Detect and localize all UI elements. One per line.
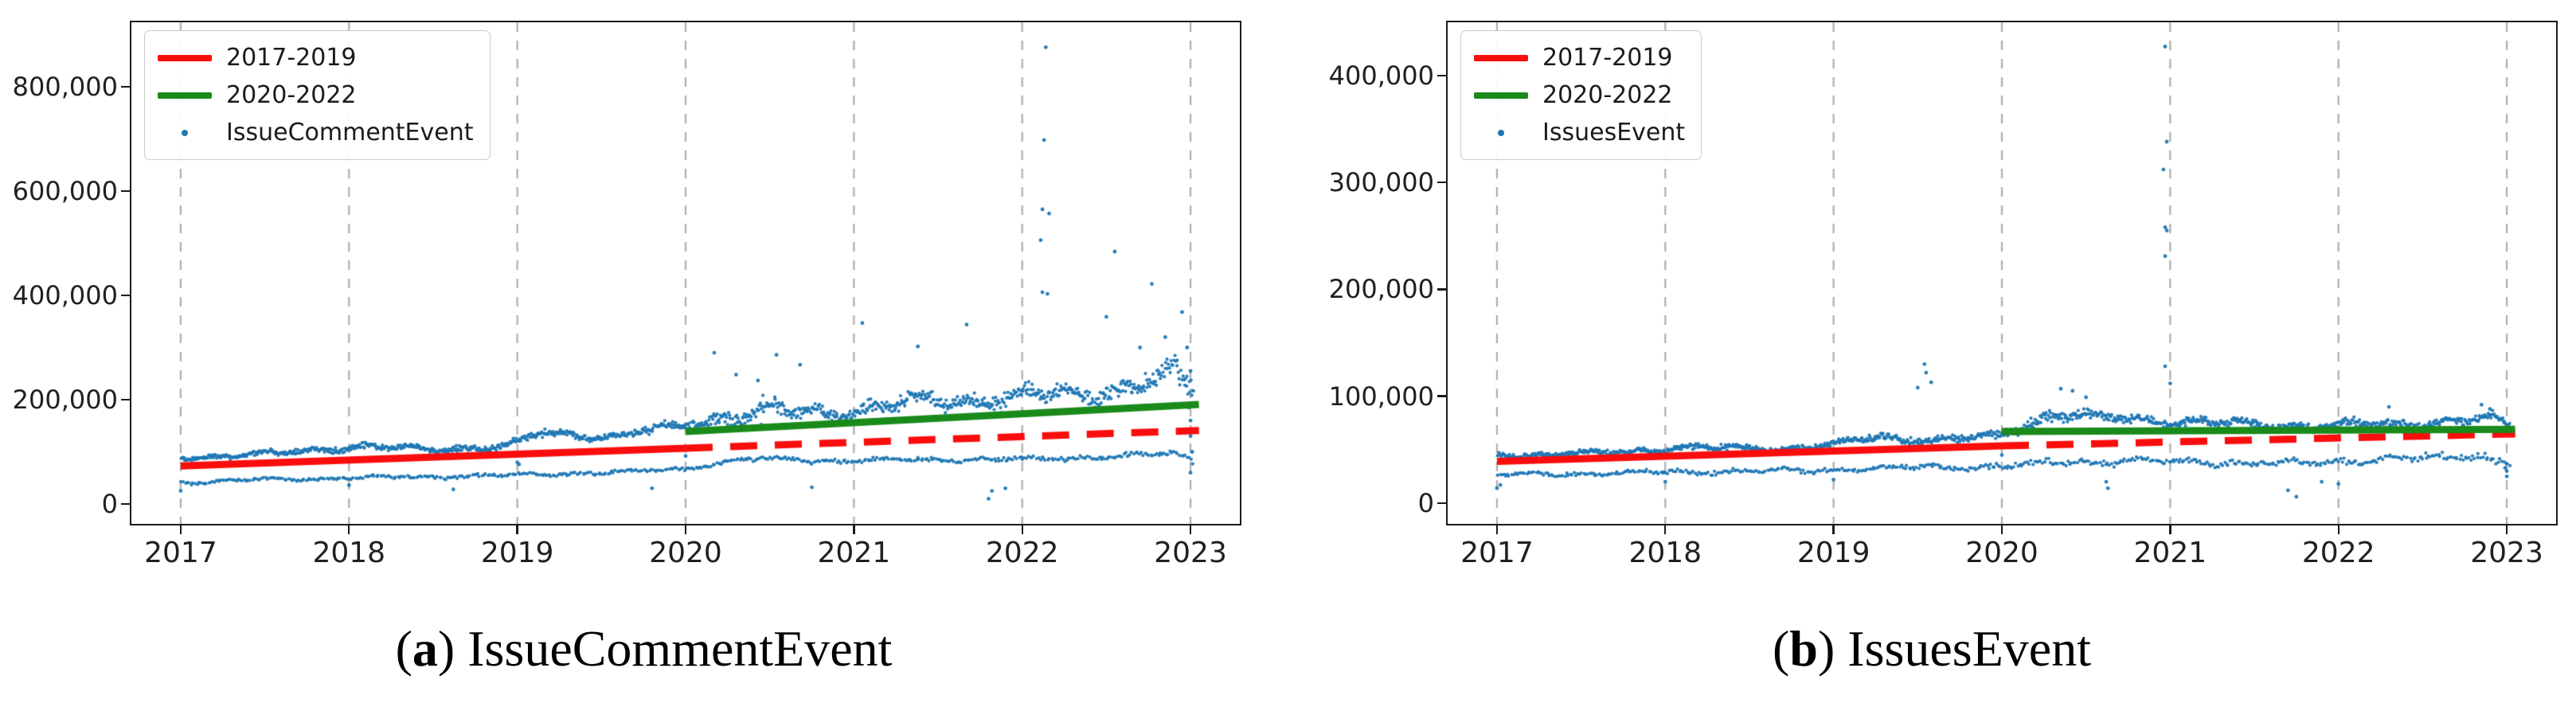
caption-b: (b) IssuesEvent	[1288, 619, 2576, 678]
legend-swatch	[156, 129, 213, 136]
x-tick-label: 2023	[2470, 537, 2543, 569]
legend-entry: 2017-2019	[1472, 39, 1685, 76]
y-tick-mark	[1437, 288, 1446, 291]
x-tick-label: 2023	[1154, 537, 1227, 569]
x-tick-label: 2022	[985, 537, 1059, 569]
plot-area-issuesevent: 2017-2019 2020-2022 IssuesEvent	[1446, 21, 2558, 525]
y-tick-mark	[1437, 395, 1446, 397]
scatter-dot-swatch	[182, 129, 188, 136]
y-tick-mark	[121, 85, 130, 88]
legend-entry: 2020-2022	[1472, 76, 1685, 114]
legend-label: 2017-2019	[226, 43, 357, 72]
x-tick-label: 2018	[312, 537, 386, 569]
x-tick-mark	[1832, 525, 1835, 534]
legend-swatch	[156, 54, 213, 61]
x-tick-mark	[1021, 525, 1023, 534]
caption-paren-close: )	[437, 620, 455, 677]
y-tick-label: 0	[1417, 487, 1434, 518]
y-tick-label: 100,000	[1328, 381, 1434, 412]
caption-letter: a	[412, 620, 438, 677]
red-line-swatch	[158, 54, 212, 61]
x-tick-label: 2021	[817, 537, 891, 569]
x-tick-label: 2017	[1460, 537, 1534, 569]
y-tick-label: 600,000	[12, 176, 118, 207]
legend-issuesevent: 2017-2019 2020-2022 IssuesEvent	[1460, 30, 1702, 160]
legend-label: IssueCommentEvent	[226, 118, 474, 146]
x-tick-label: 2019	[480, 537, 554, 569]
y-tick-mark	[121, 398, 130, 401]
x-tick-mark	[516, 525, 518, 534]
x-tick-label: 2018	[1628, 537, 1702, 569]
x-tick-mark	[179, 525, 182, 534]
x-tick-mark	[2505, 525, 2508, 534]
green-line-swatch	[158, 92, 212, 99]
caption-letter: b	[1789, 620, 1818, 677]
x-tick-label: 2020	[649, 537, 722, 569]
caption-paren-open: (	[1773, 620, 1790, 677]
y-tick-mark	[121, 189, 130, 193]
x-tick-label: 2019	[1796, 537, 1870, 569]
x-tick-mark	[1495, 525, 1499, 534]
legend-label: 2020-2022	[1542, 80, 1673, 109]
x-tick-label: 2017	[144, 537, 217, 569]
y-tick-label: 200,000	[1328, 274, 1434, 305]
caption-a: (a) IssueCommentEvent	[0, 619, 1288, 678]
x-tick-mark	[348, 525, 350, 534]
x-tick-label: 2020	[1965, 537, 2039, 569]
scatter-dot-swatch	[1498, 129, 1504, 136]
x-tick-mark	[2000, 525, 2003, 534]
y-tick-mark	[1437, 502, 1446, 505]
legend-entry: IssueCommentEvent	[156, 114, 474, 151]
panel-issuesevent: 2017-2019 2020-2022 IssuesEvent (b) Issu…	[1288, 0, 2576, 707]
y-tick-label: 800,000	[12, 72, 118, 103]
legend-entry: 2017-2019	[156, 39, 474, 76]
legend-entry: 2020-2022	[156, 76, 474, 114]
green-line-swatch	[1474, 92, 1528, 99]
legend-issuecommentevent: 2017-2019 2020-2022 IssueCommentEvent	[144, 30, 491, 160]
x-tick-mark	[1189, 525, 1192, 534]
legend-swatch	[1472, 92, 1530, 99]
legend-label: 2020-2022	[226, 80, 357, 109]
y-tick-label: 400,000	[1328, 60, 1434, 91]
legend-entry: IssuesEvent	[1472, 114, 1685, 151]
x-tick-label: 2022	[2301, 537, 2375, 569]
x-tick-mark	[684, 525, 687, 534]
x-tick-mark	[2337, 525, 2340, 534]
y-tick-label: 200,000	[12, 385, 118, 415]
red-line-swatch	[1474, 54, 1528, 61]
caption-paren-open: (	[395, 620, 412, 677]
legend-swatch	[156, 92, 213, 99]
y-tick-mark	[121, 294, 130, 297]
y-tick-mark	[1437, 181, 1446, 184]
x-tick-mark	[853, 525, 855, 534]
caption-paren-close: )	[1817, 620, 1835, 677]
panel-issuecommentevent: 2017-2019 2020-2022 IssueCommentEvent (a…	[0, 21, 1288, 678]
x-tick-label: 2021	[2133, 537, 2207, 569]
y-tick-mark	[1437, 74, 1446, 76]
plot-area-issuecommentevent: 2017-2019 2020-2022 IssueCommentEvent	[130, 21, 1241, 525]
y-tick-label: 300,000	[1328, 167, 1434, 198]
y-tick-mark	[121, 502, 130, 506]
legend-label: IssuesEvent	[1542, 118, 1686, 146]
x-tick-mark	[1664, 525, 1667, 534]
caption-title: IssuesEvent	[1847, 620, 2091, 677]
caption-title: IssueCommentEvent	[467, 620, 893, 677]
legend-swatch	[1472, 129, 1530, 136]
legend-label: 2017-2019	[1542, 43, 1673, 72]
x-tick-mark	[2169, 525, 2171, 534]
legend-swatch	[1472, 54, 1530, 61]
y-tick-label: 0	[101, 488, 118, 519]
y-tick-label: 400,000	[12, 280, 118, 311]
